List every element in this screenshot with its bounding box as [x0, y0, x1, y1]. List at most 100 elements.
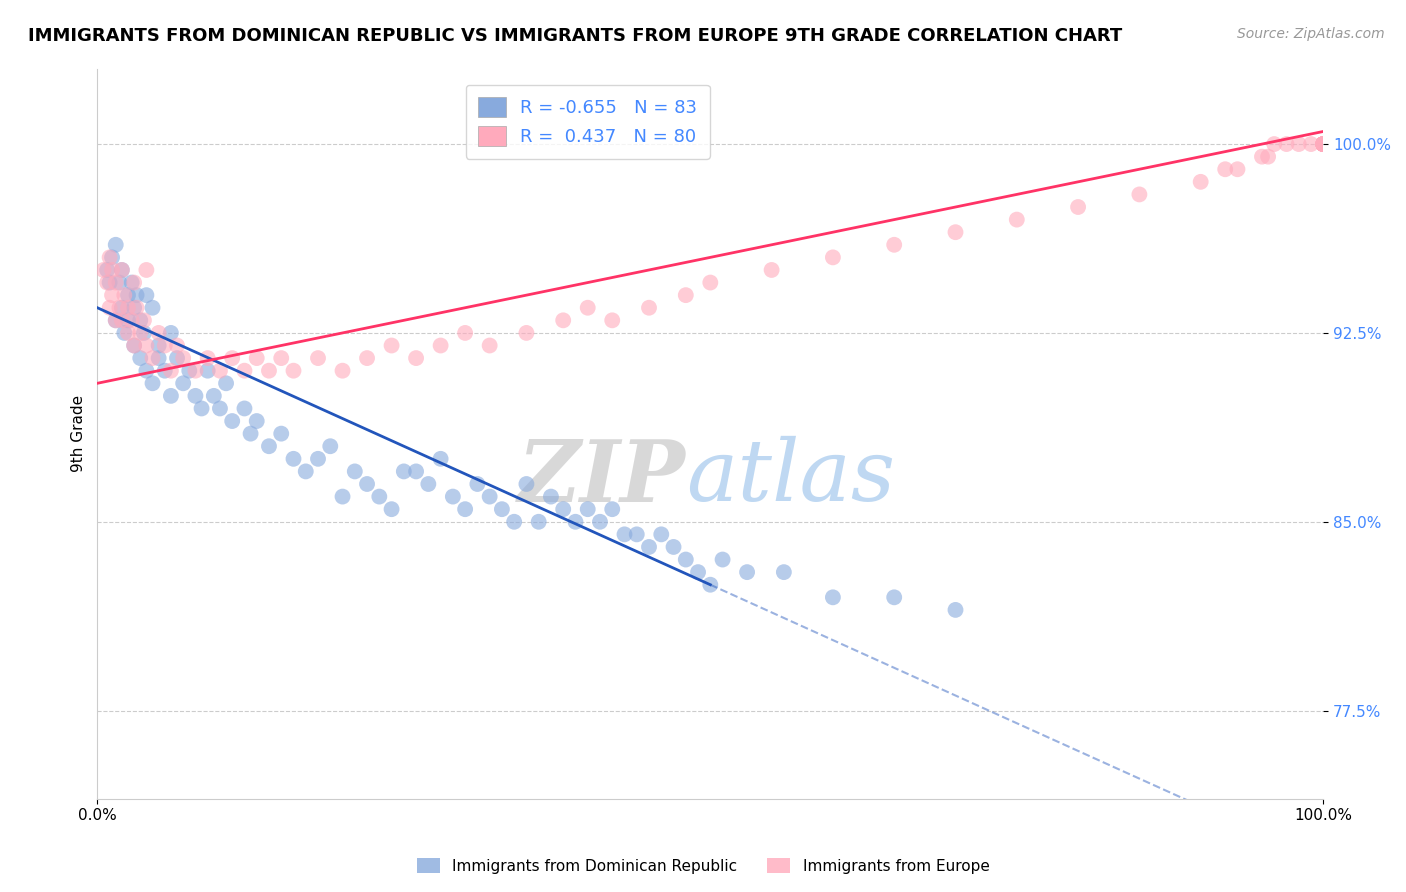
Point — [1312, 137, 1334, 152]
Point — [1312, 137, 1334, 152]
Point — [132, 313, 155, 327]
Point — [117, 326, 139, 340]
Point — [540, 490, 562, 504]
Point — [98, 301, 121, 315]
Point — [122, 301, 145, 315]
Point — [405, 464, 427, 478]
Point — [112, 326, 135, 340]
Point — [112, 288, 135, 302]
Point — [121, 276, 143, 290]
Point — [1226, 162, 1249, 177]
Point — [356, 351, 378, 365]
Point — [503, 515, 526, 529]
Point — [197, 351, 219, 365]
Point — [478, 490, 501, 504]
Point — [699, 276, 721, 290]
Point — [233, 401, 256, 416]
Point — [699, 578, 721, 592]
Text: Source: ZipAtlas.com: Source: ZipAtlas.com — [1237, 27, 1385, 41]
Point — [257, 364, 280, 378]
Point — [576, 502, 599, 516]
Point — [215, 376, 238, 391]
Point — [418, 477, 440, 491]
Point — [148, 326, 170, 340]
Point — [197, 364, 219, 378]
Point — [478, 338, 501, 352]
Point — [553, 502, 575, 516]
Point — [1299, 137, 1322, 152]
Point — [638, 301, 661, 315]
Point — [117, 288, 139, 302]
Point — [208, 401, 231, 416]
Point — [1005, 212, 1028, 227]
Point — [135, 288, 157, 302]
Point — [368, 490, 391, 504]
Point — [98, 251, 121, 265]
Point — [104, 313, 127, 327]
Point — [883, 591, 905, 605]
Point — [405, 351, 427, 365]
Point — [821, 251, 844, 265]
Point — [160, 389, 183, 403]
Point — [332, 364, 354, 378]
Point — [141, 301, 163, 315]
Point — [101, 263, 124, 277]
Point — [111, 313, 134, 327]
Point — [1251, 150, 1274, 164]
Point — [564, 515, 586, 529]
Point — [441, 490, 464, 504]
Point — [1067, 200, 1090, 214]
Point — [160, 364, 183, 378]
Point — [190, 401, 212, 416]
Point — [246, 351, 269, 365]
Point — [98, 276, 121, 290]
Point — [160, 326, 183, 340]
Point — [246, 414, 269, 428]
Point — [125, 288, 148, 302]
Point — [467, 477, 489, 491]
Point — [1263, 137, 1285, 152]
Point — [356, 477, 378, 491]
Y-axis label: 9th Grade: 9th Grade — [72, 395, 86, 472]
Point — [283, 364, 305, 378]
Point — [166, 351, 188, 365]
Point — [135, 263, 157, 277]
Point — [1312, 137, 1334, 152]
Point — [239, 426, 262, 441]
Point — [945, 225, 967, 239]
Point — [172, 376, 194, 391]
Point — [122, 338, 145, 352]
Point — [184, 364, 207, 378]
Point — [381, 338, 404, 352]
Point — [1275, 137, 1298, 152]
Point — [821, 591, 844, 605]
Point — [773, 565, 796, 579]
Point — [111, 263, 134, 277]
Point — [626, 527, 648, 541]
Point — [1189, 175, 1212, 189]
Point — [135, 338, 157, 352]
Point — [184, 389, 207, 403]
Point — [1312, 137, 1334, 152]
Point — [122, 276, 145, 290]
Point — [553, 313, 575, 327]
Point — [108, 276, 131, 290]
Point — [515, 326, 537, 340]
Point — [132, 326, 155, 340]
Point — [104, 276, 127, 290]
Point — [429, 451, 451, 466]
Point — [166, 338, 188, 352]
Point — [1312, 137, 1334, 152]
Point — [332, 490, 354, 504]
Point — [945, 603, 967, 617]
Point — [179, 364, 201, 378]
Point — [108, 301, 131, 315]
Legend: R = -0.655   N = 83, R =  0.437   N = 80: R = -0.655 N = 83, R = 0.437 N = 80 — [465, 85, 710, 159]
Point — [650, 527, 672, 541]
Point — [491, 502, 513, 516]
Point — [93, 263, 115, 277]
Point — [111, 301, 134, 315]
Point — [638, 540, 661, 554]
Point — [129, 351, 152, 365]
Point — [1213, 162, 1236, 177]
